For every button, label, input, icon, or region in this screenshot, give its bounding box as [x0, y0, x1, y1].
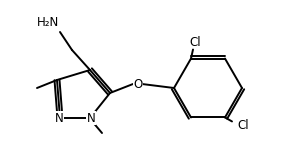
Text: H₂N: H₂N [37, 16, 59, 29]
Text: N: N [87, 111, 95, 125]
Text: N: N [55, 111, 64, 125]
Text: Cl: Cl [237, 119, 249, 132]
Text: Cl: Cl [189, 36, 201, 49]
Text: O: O [133, 77, 143, 90]
